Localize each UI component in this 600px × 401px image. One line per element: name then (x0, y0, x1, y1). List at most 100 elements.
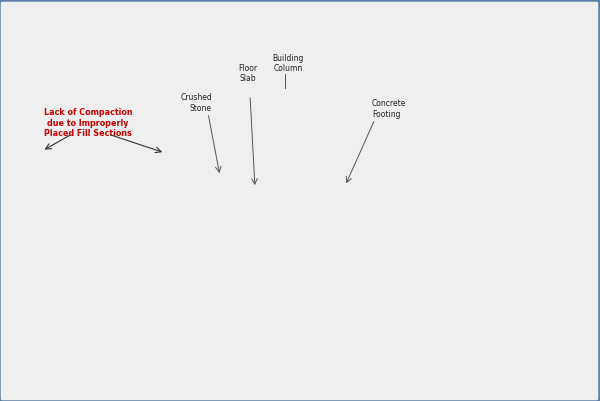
Circle shape (475, 222, 479, 226)
Circle shape (371, 256, 377, 261)
Circle shape (409, 270, 414, 275)
Circle shape (10, 315, 16, 320)
Circle shape (272, 282, 278, 288)
Circle shape (302, 307, 308, 312)
Circle shape (422, 316, 425, 320)
Circle shape (28, 297, 34, 304)
FancyBboxPatch shape (6, 2, 595, 28)
Circle shape (37, 197, 43, 203)
Bar (170, 192, 198, 200)
Circle shape (15, 206, 19, 211)
Circle shape (53, 289, 60, 296)
Text: Structural
Compacted Fill: Structural Compacted Fill (287, 211, 357, 231)
Circle shape (424, 211, 430, 216)
Circle shape (56, 268, 59, 271)
Circle shape (408, 256, 414, 262)
Text: Concrete
Footing: Concrete Footing (372, 99, 406, 119)
Circle shape (77, 288, 84, 294)
Circle shape (18, 253, 25, 260)
Bar (23, 185, 61, 193)
Text: 8-12': 8-12' (395, 261, 411, 267)
Circle shape (438, 298, 441, 301)
Circle shape (125, 323, 130, 329)
Circle shape (415, 197, 419, 201)
Circle shape (425, 273, 429, 276)
Bar (22, 192, 50, 200)
Circle shape (119, 255, 122, 257)
Circle shape (266, 230, 269, 234)
Circle shape (10, 221, 16, 227)
Circle shape (230, 326, 238, 332)
Text: Actual vs Recommended Structural Compacted Fill: Actual vs Recommended Structural Compact… (95, 8, 515, 22)
Circle shape (65, 206, 70, 211)
Circle shape (512, 282, 515, 285)
Circle shape (535, 245, 538, 248)
Circle shape (389, 258, 395, 264)
Bar (470, 89, 481, 189)
Bar (100, 192, 128, 200)
Circle shape (372, 211, 376, 216)
Circle shape (431, 294, 434, 298)
Circle shape (151, 221, 158, 229)
Circle shape (526, 264, 529, 268)
Circle shape (497, 304, 500, 307)
Circle shape (466, 222, 469, 225)
Polygon shape (145, 194, 195, 263)
Circle shape (233, 211, 236, 213)
Circle shape (115, 311, 119, 316)
Circle shape (28, 262, 33, 267)
Circle shape (218, 236, 224, 241)
Circle shape (574, 258, 578, 263)
Circle shape (407, 293, 410, 296)
Circle shape (217, 310, 223, 317)
Circle shape (46, 242, 49, 244)
Circle shape (377, 285, 380, 289)
Circle shape (239, 238, 242, 241)
Circle shape (356, 302, 360, 307)
Circle shape (501, 331, 505, 334)
Circle shape (364, 223, 369, 228)
FancyBboxPatch shape (413, 207, 525, 235)
Circle shape (261, 258, 263, 261)
Bar (402, 31, 592, 343)
Circle shape (367, 282, 374, 289)
Bar (265, 185, 305, 193)
Circle shape (63, 267, 70, 274)
Circle shape (442, 211, 445, 214)
Circle shape (331, 334, 337, 340)
Circle shape (286, 199, 291, 204)
Circle shape (455, 286, 460, 291)
Circle shape (436, 209, 441, 214)
Circle shape (44, 311, 46, 314)
Circle shape (329, 271, 334, 275)
Circle shape (428, 313, 433, 317)
Circle shape (354, 288, 359, 293)
Circle shape (431, 280, 434, 283)
Circle shape (31, 260, 35, 264)
Circle shape (145, 295, 151, 302)
Bar (280, 84, 291, 189)
Circle shape (212, 304, 215, 307)
Circle shape (335, 238, 340, 242)
Circle shape (152, 325, 158, 331)
Circle shape (241, 337, 244, 340)
Circle shape (376, 302, 381, 307)
Circle shape (161, 250, 166, 255)
Circle shape (490, 279, 494, 284)
Circle shape (336, 276, 342, 282)
Circle shape (109, 302, 116, 309)
Circle shape (152, 249, 157, 253)
Circle shape (120, 291, 126, 296)
Circle shape (446, 243, 449, 246)
Circle shape (425, 206, 431, 213)
Circle shape (312, 227, 315, 229)
Text: Crushed
Stone: Crushed Stone (180, 93, 212, 113)
Circle shape (449, 240, 455, 246)
Circle shape (97, 327, 100, 331)
Circle shape (517, 325, 524, 332)
Circle shape (285, 209, 292, 216)
Circle shape (437, 308, 441, 312)
Circle shape (517, 286, 521, 290)
Circle shape (355, 325, 359, 329)
Circle shape (353, 248, 357, 252)
